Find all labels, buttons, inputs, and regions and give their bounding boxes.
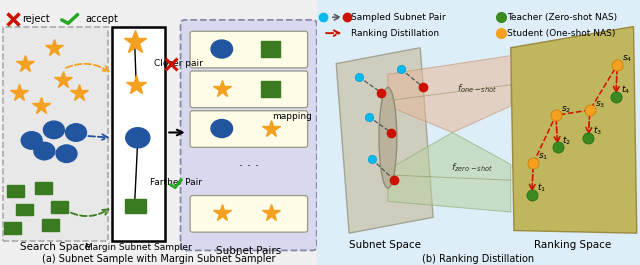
Text: Margin Subnet Sampler: Margin Subnet Sampler: [85, 244, 192, 253]
Text: Subnet Space: Subnet Space: [349, 240, 420, 250]
Text: $t_2$: $t_2$: [563, 134, 572, 147]
Circle shape: [211, 120, 232, 138]
Bar: [261, 81, 280, 97]
Circle shape: [56, 145, 77, 162]
Text: Ranking Distillation: Ranking Distillation: [351, 29, 439, 38]
Circle shape: [44, 121, 64, 139]
Text: Teacher (Zero-shot NAS): Teacher (Zero-shot NAS): [508, 13, 618, 22]
Text: $f_{one-shot}$: $f_{one-shot}$: [458, 82, 498, 95]
Text: $s_4$: $s_4$: [622, 54, 632, 64]
Text: $s_2$: $s_2$: [561, 104, 571, 115]
Text: Student (One-shot NAS): Student (One-shot NAS): [508, 29, 616, 38]
Text: $t_3$: $t_3$: [593, 125, 602, 137]
Text: $s_3$: $s_3$: [595, 99, 605, 109]
Text: Search Space: Search Space: [20, 242, 91, 253]
Text: $t_1$: $t_1$: [536, 182, 546, 194]
FancyBboxPatch shape: [180, 20, 317, 250]
FancyBboxPatch shape: [190, 196, 308, 232]
Polygon shape: [511, 26, 637, 233]
Text: $t_4$: $t_4$: [621, 84, 630, 96]
Bar: [7, 185, 24, 197]
Bar: [125, 199, 146, 213]
Bar: [51, 201, 68, 213]
Polygon shape: [336, 48, 433, 233]
Text: Subnet Pairs: Subnet Pairs: [216, 246, 282, 257]
Bar: [17, 204, 33, 215]
Polygon shape: [388, 132, 511, 212]
Ellipse shape: [379, 87, 397, 188]
Circle shape: [34, 142, 55, 160]
Text: Sampled Subnet Pair: Sampled Subnet Pair: [351, 13, 445, 22]
Text: mapping: mapping: [272, 112, 312, 121]
FancyBboxPatch shape: [190, 111, 308, 147]
Bar: [42, 219, 59, 231]
FancyBboxPatch shape: [190, 31, 308, 68]
Bar: [35, 182, 52, 194]
Circle shape: [65, 124, 86, 141]
Circle shape: [126, 128, 150, 148]
Bar: [261, 41, 280, 57]
Text: reject: reject: [22, 14, 50, 24]
Circle shape: [211, 40, 232, 58]
Polygon shape: [388, 56, 511, 132]
Text: Closer pair: Closer pair: [154, 59, 202, 68]
Bar: [4, 222, 20, 234]
Text: $f_{zero-shot}$: $f_{zero-shot}$: [451, 162, 493, 174]
Text: $s_1$: $s_1$: [538, 152, 548, 162]
FancyBboxPatch shape: [190, 71, 308, 108]
Text: (b) Ranking Distillation: (b) Ranking Distillation: [422, 254, 534, 264]
Text: Ranking Space: Ranking Space: [534, 240, 611, 250]
Text: (a) Subnet Sample with Margin Subnet Sampler: (a) Subnet Sample with Margin Subnet Sam…: [42, 254, 275, 264]
FancyBboxPatch shape: [113, 26, 164, 241]
FancyBboxPatch shape: [3, 26, 108, 241]
Circle shape: [21, 132, 42, 149]
Text: accept: accept: [86, 14, 118, 24]
Text: Farther Pair: Farther Pair: [150, 178, 202, 187]
Text: . . .: . . .: [239, 156, 259, 170]
